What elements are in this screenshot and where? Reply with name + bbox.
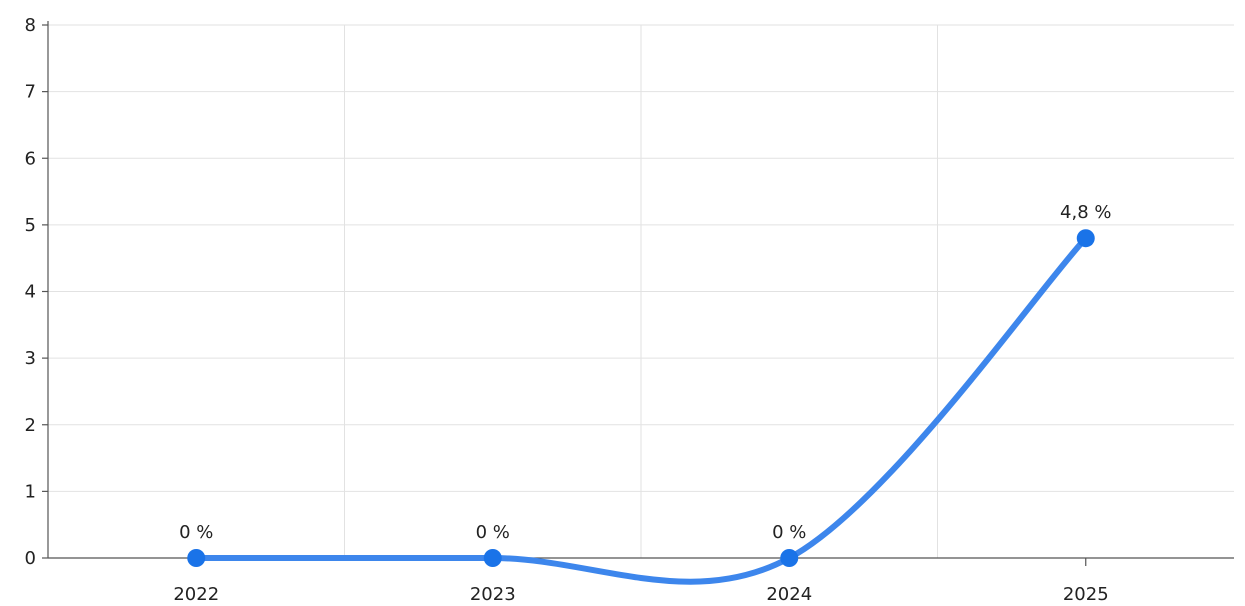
grid (48, 24, 1234, 558)
data-point[interactable] (187, 549, 206, 567)
series (187, 229, 1095, 585)
y-tick-label: 3 (25, 348, 36, 369)
data-point[interactable] (1076, 229, 1095, 248)
y-tick-label: 6 (25, 148, 36, 169)
x-tick-label: 2023 (470, 584, 516, 605)
y-tick-label: 4 (25, 282, 36, 303)
data-label: 0 % (476, 522, 510, 543)
data-label: 4,8 % (1060, 202, 1111, 223)
x-tick-label: 2022 (173, 584, 219, 605)
x-axis-ticks: 2022 2023 2024 2025 (173, 584, 1108, 605)
y-tick-label: 2 (25, 415, 36, 436)
axes (42, 21, 1234, 566)
data-labels: 0 % 0 % 0 % 4,8 % (179, 202, 1111, 543)
y-tick-label: 0 (25, 548, 36, 569)
y-tick-label: 5 (25, 215, 36, 236)
data-point[interactable] (483, 549, 502, 567)
x-tick-label: 2025 (1063, 584, 1109, 605)
data-label: 0 % (179, 522, 213, 543)
x-tick-label: 2024 (766, 584, 812, 605)
data-point[interactable] (780, 549, 799, 567)
data-label: 0 % (772, 522, 806, 543)
y-tick-label: 8 (25, 15, 36, 36)
series-line (193, 235, 1089, 585)
y-tick-label: 1 (25, 481, 36, 502)
y-axis-ticks: 0 1 2 3 4 5 6 7 8 (25, 15, 36, 569)
y-tick-label: 7 (25, 82, 36, 103)
